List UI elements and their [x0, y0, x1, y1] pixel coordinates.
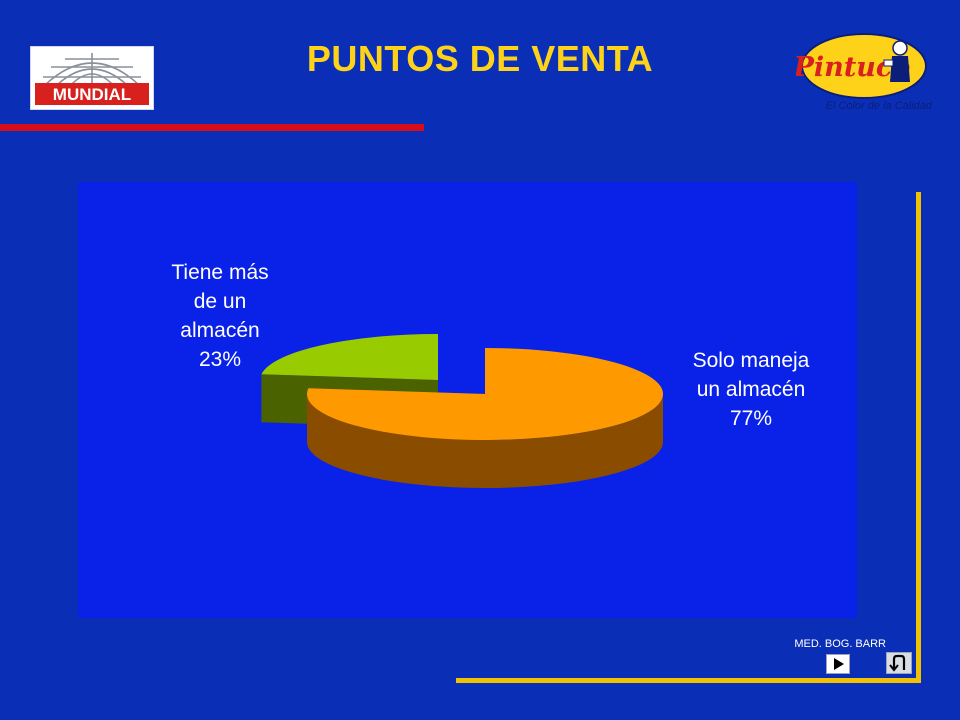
globe-icon: MUNDIAL — [35, 53, 149, 105]
frame-line-right — [916, 192, 921, 682]
u-turn-return-icon — [889, 654, 906, 672]
pintuco-tagline: El Color de la Calidad — [825, 100, 932, 112]
pie-slice-outer-wall — [307, 394, 663, 488]
slice-label-line: de un — [193, 290, 247, 313]
frame-line-bottom — [456, 678, 921, 683]
slice-label-line: Tiene más — [171, 261, 269, 284]
mundial-logo-text: MUNDIAL — [53, 85, 131, 104]
return-button[interactable] — [886, 652, 912, 674]
slice-label-tiene-mas: Tiene más de un almacén 23% — [140, 258, 300, 374]
painter-mascot-icon — [883, 40, 910, 82]
slice-label-value: 23% — [198, 348, 242, 371]
page-title: PUNTOS DE VENTA — [306, 38, 654, 79]
pintuco-logo: Pintuco — [793, 30, 936, 116]
next-slide-button[interactable] — [826, 654, 850, 674]
slice-label-line: Solo maneja — [692, 349, 810, 372]
slice-label-value: 77% — [729, 407, 773, 430]
play-triangle-icon — [834, 658, 844, 670]
chart-panel — [78, 182, 857, 618]
pie-chart — [261, 334, 663, 488]
slice-label-line: un almacén — [696, 378, 806, 401]
mundial-logo: MUNDIAL — [30, 46, 154, 110]
slice-label-solo-maneja: Solo maneja un almacén 77% — [666, 346, 836, 433]
pie-slice-top — [261, 334, 438, 380]
footer-code: MED. BOG. BARR — [794, 638, 886, 650]
pie-slice-top — [307, 348, 663, 440]
accent-rule — [0, 124, 424, 131]
slice-label-line: almacén — [180, 319, 260, 342]
